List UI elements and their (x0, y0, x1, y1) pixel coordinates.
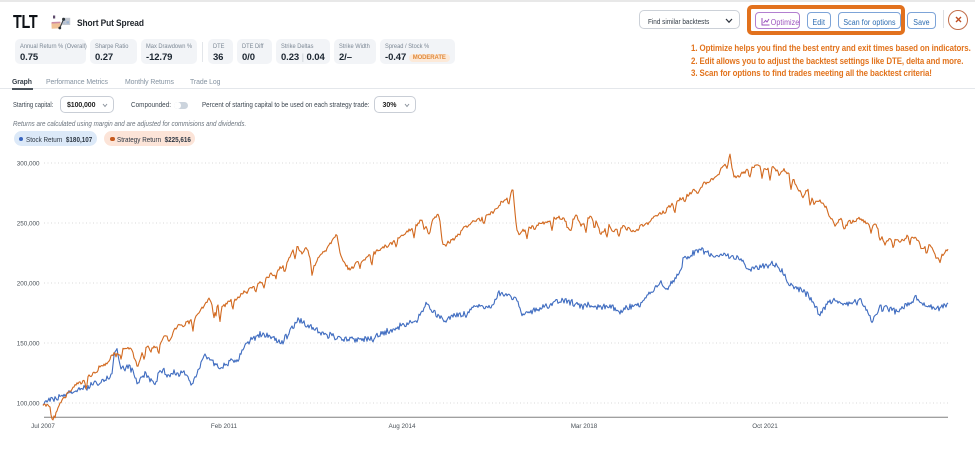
svg-text:Oct 2021: Oct 2021 (752, 423, 778, 430)
svg-text:Jul 2007: Jul 2007 (31, 423, 55, 430)
svg-text:Aug 2014: Aug 2014 (389, 423, 416, 430)
svg-text:100,000: 100,000 (17, 400, 40, 407)
svg-text:200,000: 200,000 (17, 280, 40, 287)
svg-text:Feb 2011: Feb 2011 (211, 423, 238, 430)
svg-text:300,000: 300,000 (17, 160, 40, 167)
svg-text:150,000: 150,000 (17, 340, 40, 347)
svg-text:Mar 2018: Mar 2018 (571, 423, 598, 430)
svg-text:250,000: 250,000 (17, 220, 40, 227)
